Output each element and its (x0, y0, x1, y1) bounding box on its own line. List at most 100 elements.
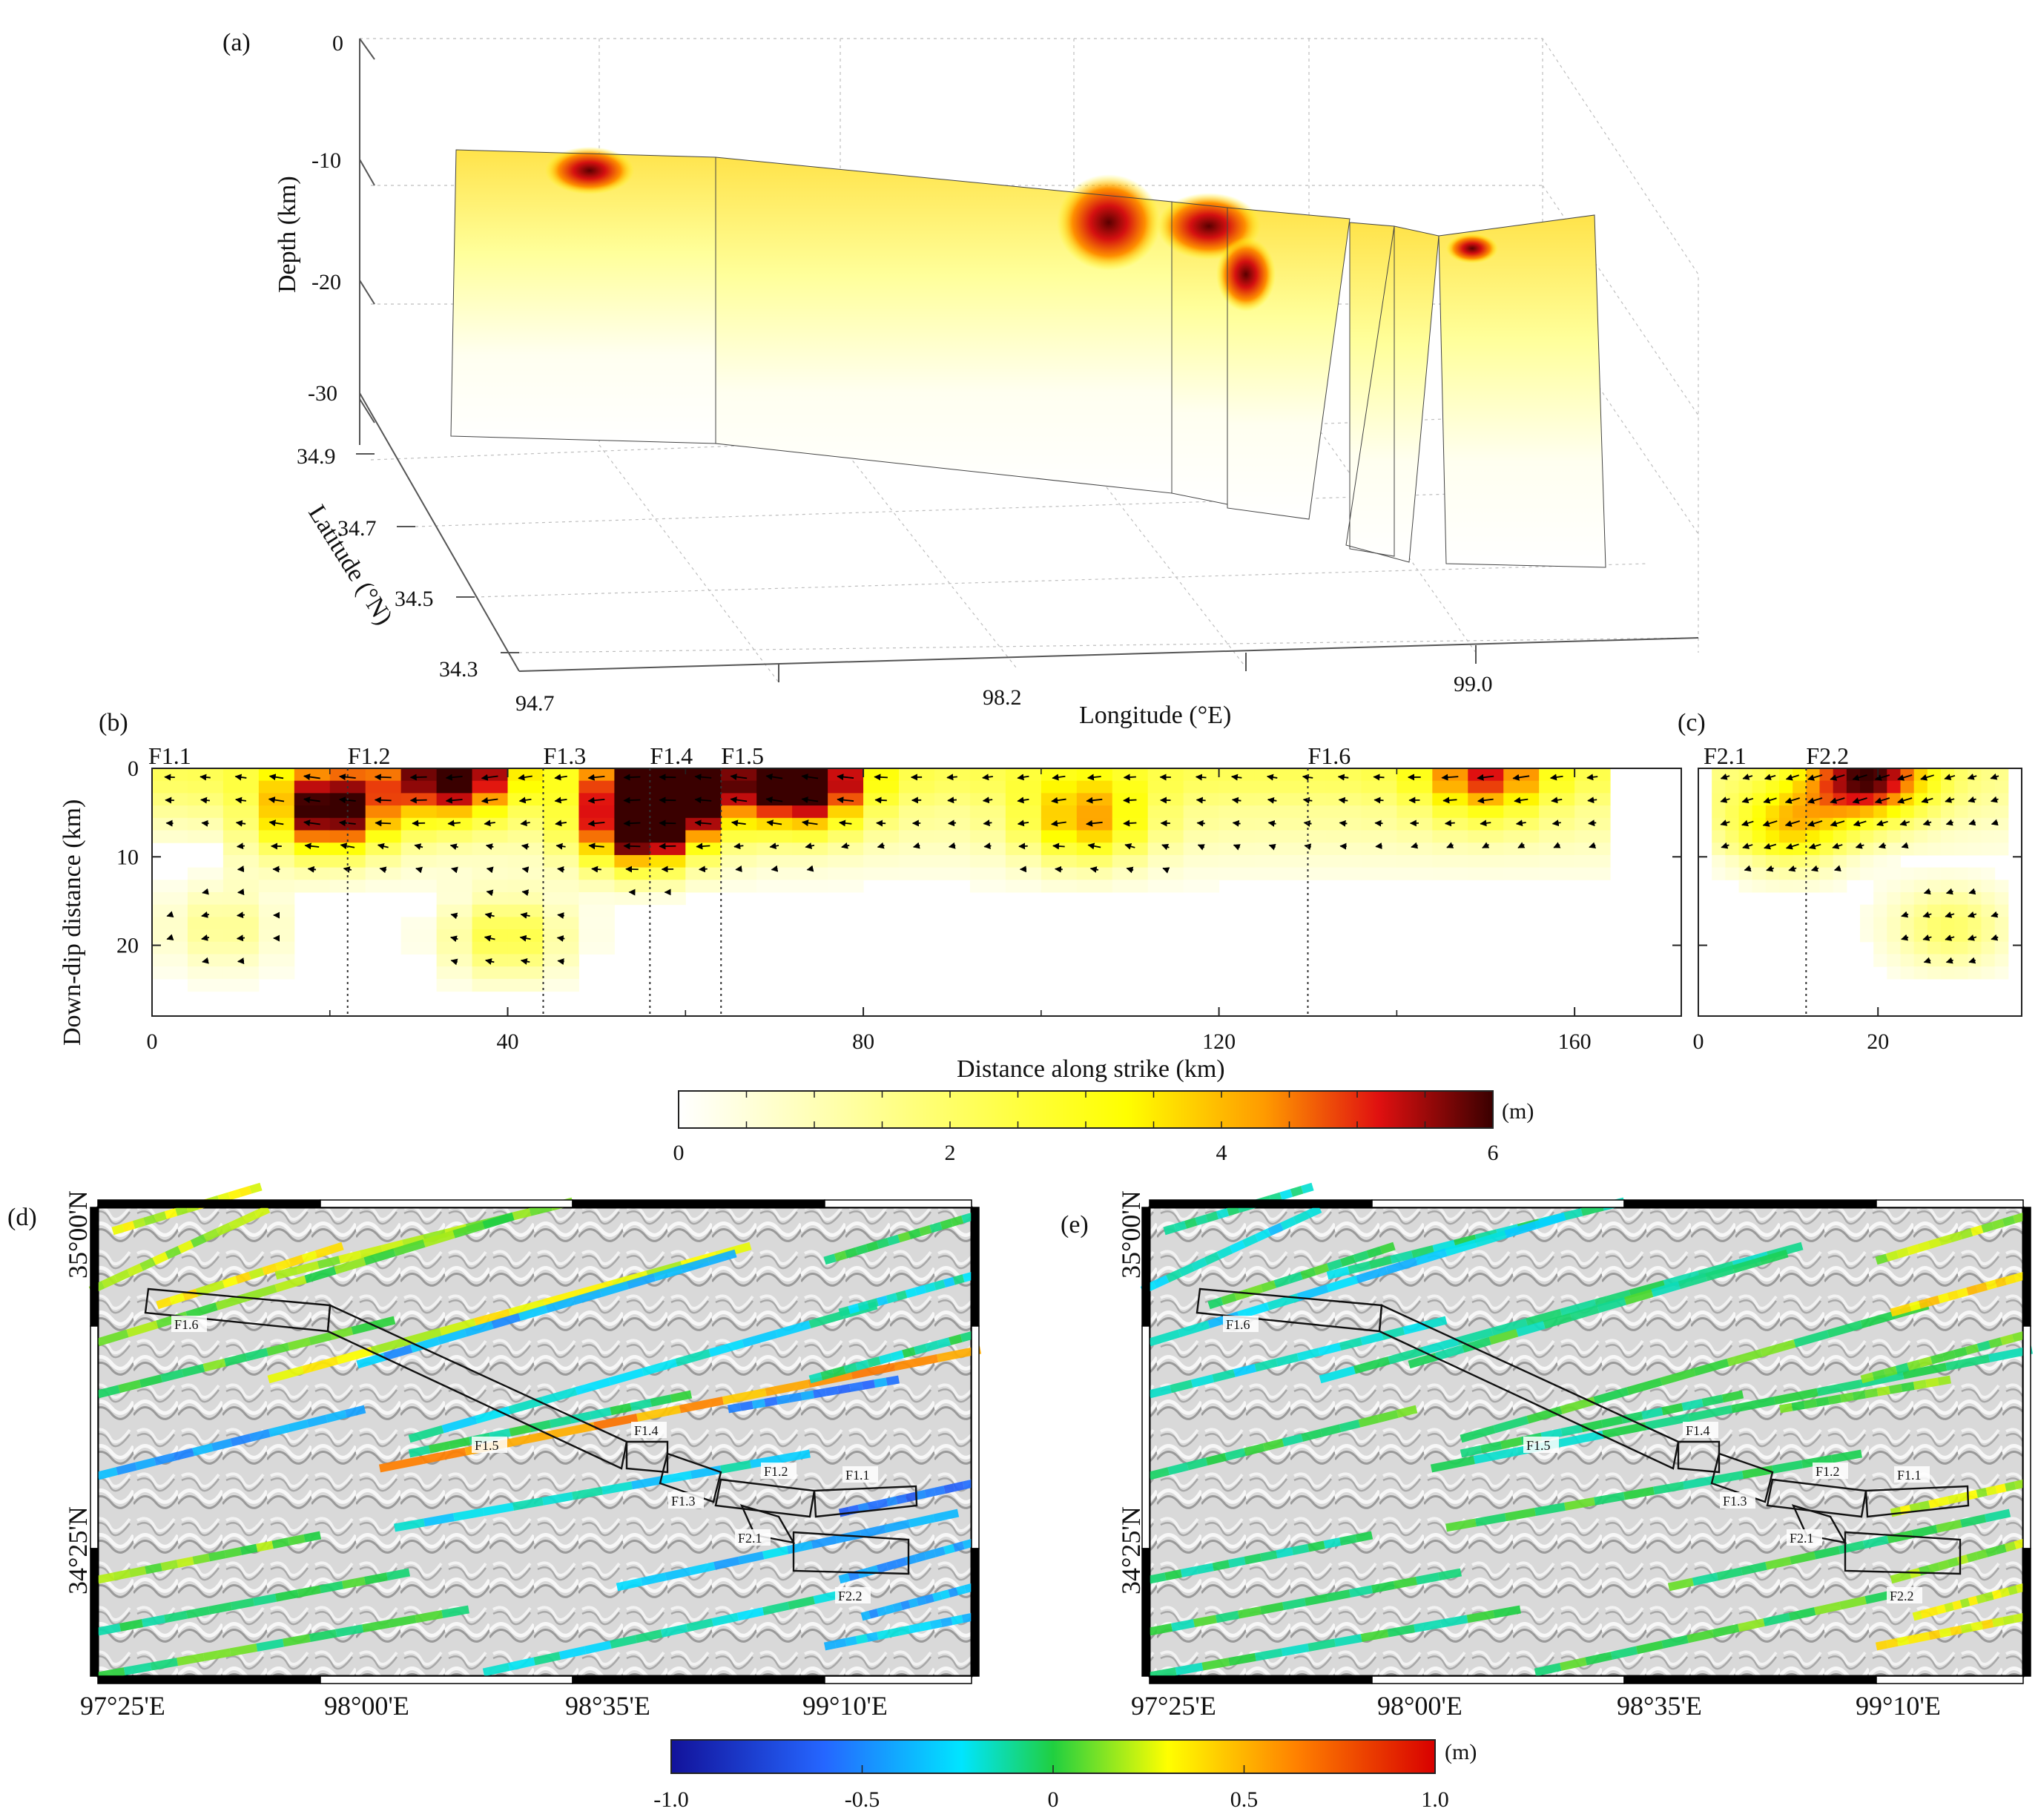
panel-e-track-segment (1534, 1212, 1566, 1230)
panel-d-track-segment (736, 1607, 765, 1621)
panel-e-track-segment (1385, 1257, 1418, 1275)
panel-c-slip-cell (1752, 830, 1767, 843)
panel-d-track-segment (590, 1407, 612, 1420)
panel-d-fault-label: F2.2 (838, 1589, 863, 1603)
panel-e-track-segment (1976, 1488, 1988, 1498)
panel-c-slip-cell (1725, 854, 1739, 868)
panel-b-slip-arrow (450, 912, 458, 920)
panel-c-slip-cell (1752, 880, 1767, 893)
panel-b-slip-arrow (983, 843, 992, 849)
panel-b-slip-arrow (1232, 820, 1241, 827)
panel-b-slip-cell (436, 768, 473, 782)
panel-d-track-segment (96, 1623, 122, 1636)
panel-d-track-segment (843, 1362, 858, 1374)
panel-e-track-segment (1402, 1321, 1426, 1335)
panel-e-track-segment (1942, 1350, 1956, 1362)
panel-b-slip-arrow (521, 866, 530, 874)
panel-b-slip-arrow (1017, 797, 1029, 804)
panel-c-slip-cell (1927, 780, 1942, 794)
panel-e-track-segment (1273, 1276, 1290, 1288)
panel-e-track-segment (1570, 1305, 1600, 1321)
panel-d-track-segment (611, 1270, 649, 1288)
panel-d-track-segment (738, 1551, 765, 1565)
panel-d-track-segment (464, 1321, 494, 1337)
panel-b-slip-arrow (445, 774, 463, 781)
panel-b-slip-cell (1396, 817, 1433, 831)
panel-b-slip-cell (543, 817, 579, 831)
panel-d-track-segment (96, 1329, 129, 1347)
panel-e-track-segment (1318, 1342, 1342, 1356)
panel-b-slip-cell (1041, 768, 1078, 782)
panel-b-slip-cell (187, 817, 224, 831)
panel-c-slip-cell (1900, 780, 1915, 794)
panel-e-track-segment (1594, 1491, 1625, 1506)
panel-b-slip-cell (400, 843, 438, 856)
panel-b-label: (b) (99, 709, 128, 736)
panel-b-slip-cell (934, 830, 971, 843)
panel-b-slip-cell (187, 904, 224, 917)
panel-b-slip-cell (543, 929, 579, 943)
panel-e-fault-outlines (1196, 1287, 1970, 1575)
panel-d-track-segment (913, 1343, 928, 1355)
panel-d-track-segment (160, 1369, 184, 1382)
panel-d-track-segment (287, 1337, 311, 1351)
panel-d-track-segment (482, 1212, 515, 1230)
panel-b-slip-cell (365, 843, 402, 856)
panel-b-slip-cell (934, 793, 971, 806)
panel-b-slip-arrow (765, 774, 783, 780)
panel-e-fault-label: F2.2 (1890, 1589, 1914, 1603)
panel-b-slip-arrow (1268, 843, 1276, 851)
panel-c-slip-arrow (1897, 774, 1913, 781)
panel-b-slip-cell (365, 880, 402, 893)
panel-d-track-segment (860, 1610, 871, 1621)
slip-colorbar-tick: 6 (1488, 1141, 1499, 1165)
panel-d-track-segment (97, 1667, 125, 1681)
panel-c-slip-cell (1900, 929, 1915, 943)
panel-d-track-segment (542, 1289, 580, 1308)
panel-b-slip-cell (1539, 854, 1575, 868)
panel-b-slip-cell (1183, 768, 1220, 782)
panel-e-track-segment (1602, 1422, 1647, 1439)
panel-c-slip-cell (1725, 830, 1739, 843)
panel-c-slip-cell (1954, 867, 1968, 880)
panel-e-track-segment (1180, 1566, 1198, 1577)
panel-b-slip-cell (1539, 780, 1575, 794)
panel-b-slip-arrow (1197, 844, 1205, 851)
panel-c-slip-cell (1833, 780, 1847, 794)
panel-d-lat-label: 34°25'N (63, 1506, 93, 1595)
panel-c-slip-cell (1900, 966, 1915, 980)
panel-b-slip-cell (1147, 830, 1184, 843)
panel-b-slip-cell (685, 880, 722, 893)
panel-d-track-segment (813, 1388, 827, 1399)
panel-b-slip-arrow (481, 797, 498, 804)
panel-e-track-segment (1287, 1271, 1303, 1284)
panel-e-track-segment (1692, 1572, 1718, 1586)
panel-d-track-segment (306, 1414, 328, 1428)
panel-d-track-segment (900, 1600, 911, 1611)
panel-c-slip-cell (1954, 780, 1968, 794)
panel-e-track-segment (1860, 1372, 1875, 1384)
panel-c-slip-arrow (1764, 774, 1776, 781)
panel-d-track-segment (653, 1265, 683, 1282)
panel-b-slip-cell (792, 817, 828, 831)
panel-d-track-segment (570, 1411, 592, 1424)
panel-d-track-segment (256, 1638, 284, 1652)
panel-b-slip-cell (152, 780, 188, 794)
panel-b-slip-arrow (1375, 843, 1382, 850)
panel-e-track-segment (1408, 1353, 1437, 1369)
panel-b-slip-cell (578, 817, 615, 831)
panel-b-slip-arrow (201, 820, 209, 827)
panel-b-slip-cell (1503, 768, 1540, 782)
panel-c-slip-cell (1941, 843, 1955, 856)
panel-b-slip-arrow (555, 820, 567, 827)
panel-d-track-segment (437, 1328, 467, 1345)
panel-e-track-segment (1919, 1356, 1933, 1368)
panel-c-slip-arrow (1991, 911, 1999, 918)
panel-c-slip-cell (1846, 867, 1861, 880)
panel-d-track-segment (230, 1598, 255, 1611)
panel-b-slip-cell (1361, 768, 1397, 782)
panel-e-track-segment (1686, 1629, 1715, 1643)
panel-b-slip-cell (222, 805, 260, 819)
panel-d-track-segment (326, 1410, 347, 1423)
panel-c-slip-cell (1994, 880, 2009, 893)
